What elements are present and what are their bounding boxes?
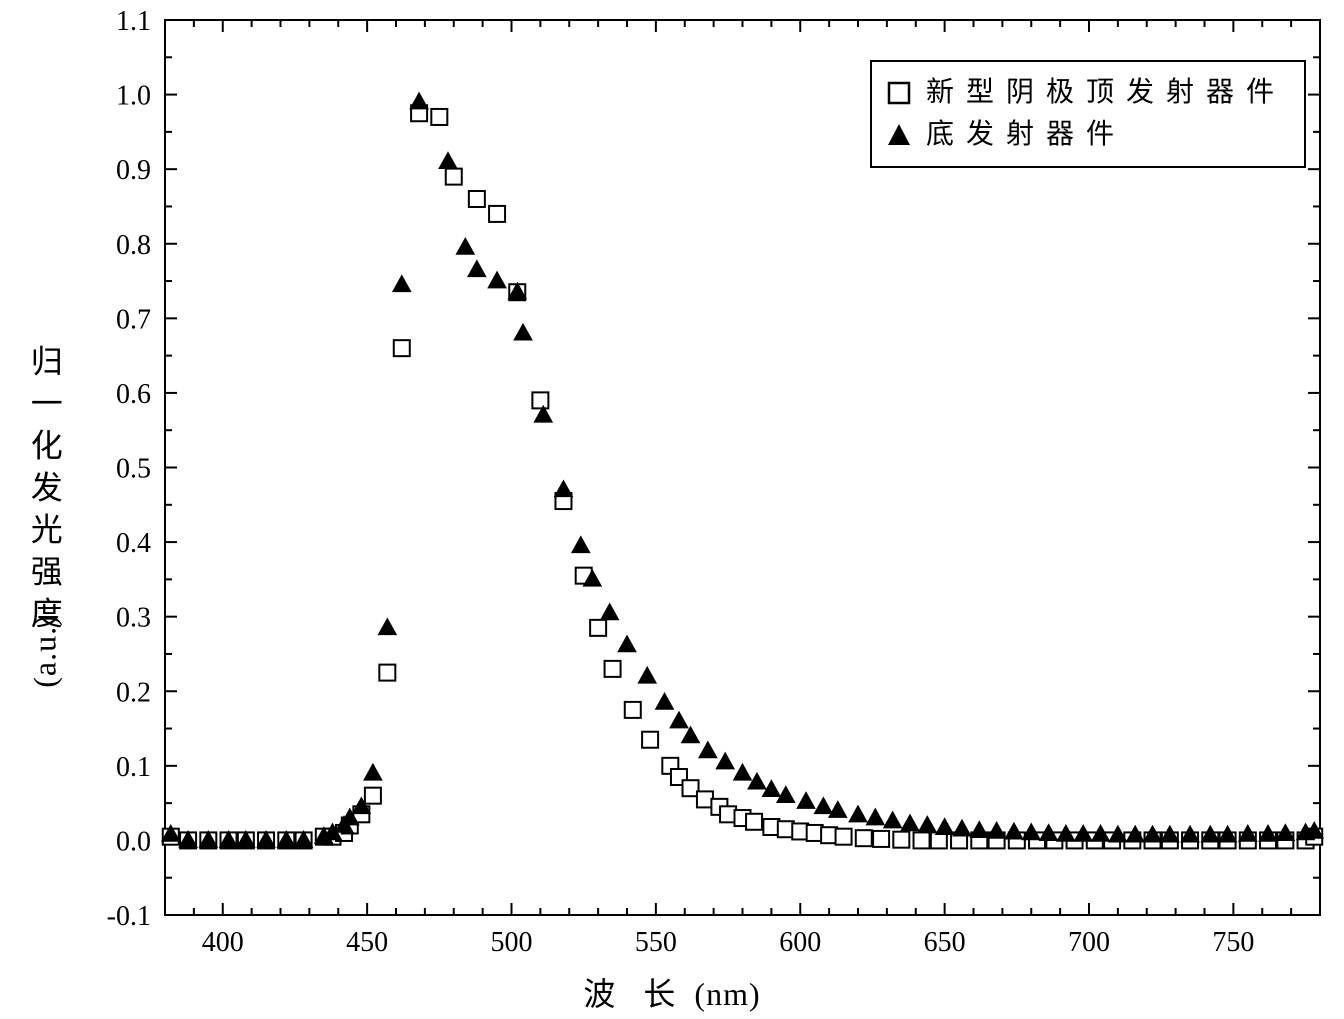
y-tick-label: 0.8	[116, 230, 151, 261]
square-marker	[365, 788, 381, 804]
y-axis-label-cn: 归一化发光强度	[27, 344, 63, 638]
y-tick-label: 0.4	[116, 528, 151, 559]
square-marker	[642, 732, 658, 748]
legend-label: 新型阴极顶发射器件	[926, 72, 1286, 114]
square-marker	[590, 620, 606, 636]
square-marker	[893, 832, 909, 848]
square-marker	[532, 392, 548, 408]
square-marker	[431, 109, 447, 125]
square-marker	[446, 169, 462, 185]
legend-item: 底发射器件	[886, 114, 1286, 156]
x-axis-label-cn: 波 长	[583, 976, 685, 1012]
legend: 新型阴极顶发射器件底发射器件	[870, 60, 1306, 168]
square-marker	[914, 832, 930, 848]
y-tick-label: 1.0	[116, 81, 151, 112]
square-marker	[625, 702, 641, 718]
x-tick-label: 450	[346, 927, 388, 958]
legend-item: 新型阴极顶发射器件	[886, 72, 1286, 114]
square-marker	[394, 340, 410, 356]
y-tick-label: 0.6	[116, 379, 151, 410]
square-marker	[605, 661, 621, 677]
square-marker	[836, 829, 852, 845]
legend-label: 底发射器件	[926, 114, 1126, 156]
x-axis-label-latin: (nm)	[685, 976, 760, 1012]
square-marker	[856, 830, 872, 846]
chart-container: 归一化发光强度(a.u.) 波 长 (nm) 400 450 500 550 600 65…	[0, 0, 1344, 1019]
x-axis-label: 波 长 (nm)	[583, 969, 760, 1015]
y-tick-label: 0.2	[116, 677, 151, 708]
x-tick-label: 600	[779, 927, 821, 958]
triangle-icon	[886, 122, 912, 148]
y-tick-label: 0.0	[116, 826, 151, 857]
y-tick-label: -0.1	[107, 901, 151, 932]
x-tick-label: 400	[202, 927, 244, 958]
x-tick-label: 700	[1068, 927, 1110, 958]
square-marker	[379, 665, 395, 681]
square-icon	[886, 80, 912, 106]
square-marker	[489, 206, 505, 222]
y-tick-label: 0.1	[116, 752, 151, 783]
y-tick-label: 0.5	[116, 454, 151, 485]
square-marker	[746, 814, 762, 830]
y-tick-label: 1.1	[116, 6, 151, 37]
y-axis-label-latin: (a.u.)	[26, 614, 63, 688]
square-marker	[873, 831, 889, 847]
y-axis-label: 归一化发光强度(a.u.)	[8, 344, 82, 675]
y-tick-label: 0.3	[116, 603, 151, 634]
square-marker	[469, 191, 485, 207]
y-tick-label: 0.9	[116, 155, 151, 186]
x-tick-label: 650	[924, 927, 966, 958]
x-tick-label: 500	[491, 927, 533, 958]
x-tick-label: 550	[635, 927, 677, 958]
y-tick-label: 0.7	[116, 304, 151, 335]
x-tick-label: 750	[1212, 927, 1254, 958]
